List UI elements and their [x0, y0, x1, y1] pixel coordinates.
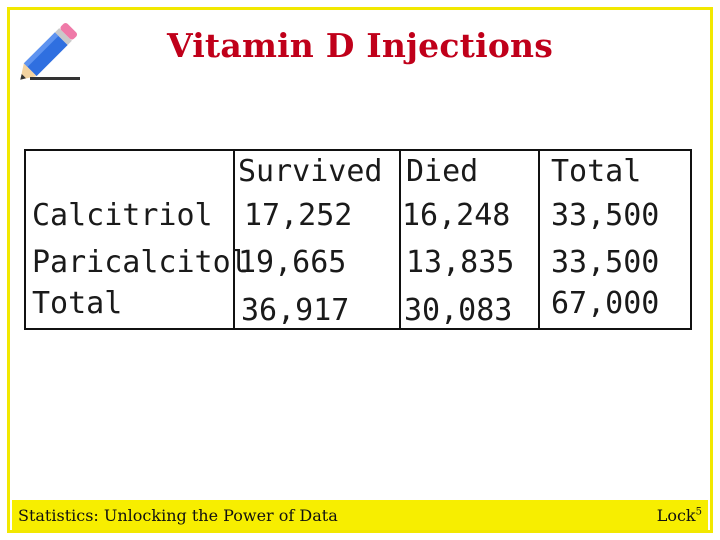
- footer-author-sup: 5: [695, 506, 702, 518]
- cell-paricalcitol-survived: 19,665: [238, 245, 347, 280]
- slide-frame: [7, 7, 713, 533]
- row-label-calcitriol: Calcitriol: [32, 198, 213, 233]
- cell-calcitriol-survived: 17,252: [244, 198, 353, 233]
- table-divider: [233, 151, 235, 328]
- header-survived: Survived: [238, 154, 383, 189]
- cell-paricalcitol-died: 13,835: [406, 245, 515, 280]
- contingency-table: Survived Died Total Calcitriol 17,252 16…: [24, 149, 692, 330]
- pencil-icon: [20, 22, 80, 80]
- cell-calcitriol-died: 16,248: [402, 198, 511, 233]
- table-divider: [399, 151, 401, 328]
- footer-author-name: Lock: [656, 506, 696, 525]
- slide-title: Vitamin D Injections: [166, 26, 554, 65]
- header-total: Total: [551, 154, 642, 189]
- cell-total-survived: 36,917: [241, 293, 350, 328]
- footer-author: Lock5: [657, 506, 702, 525]
- header-died: Died: [406, 154, 479, 189]
- cell-paricalcitol-total: 33,500: [551, 245, 660, 280]
- footer-book-title: Statistics: Unlocking the Power of Data: [18, 506, 338, 525]
- table-divider: [538, 151, 540, 328]
- cell-total-total: 67,000: [551, 286, 660, 321]
- cell-calcitriol-total: 33,500: [551, 198, 660, 233]
- footer-bar: [12, 500, 708, 530]
- row-label-paricalcitol: Paricalcitol: [32, 245, 249, 280]
- cell-total-died: 30,083: [404, 293, 513, 328]
- row-label-total: Total: [32, 286, 123, 321]
